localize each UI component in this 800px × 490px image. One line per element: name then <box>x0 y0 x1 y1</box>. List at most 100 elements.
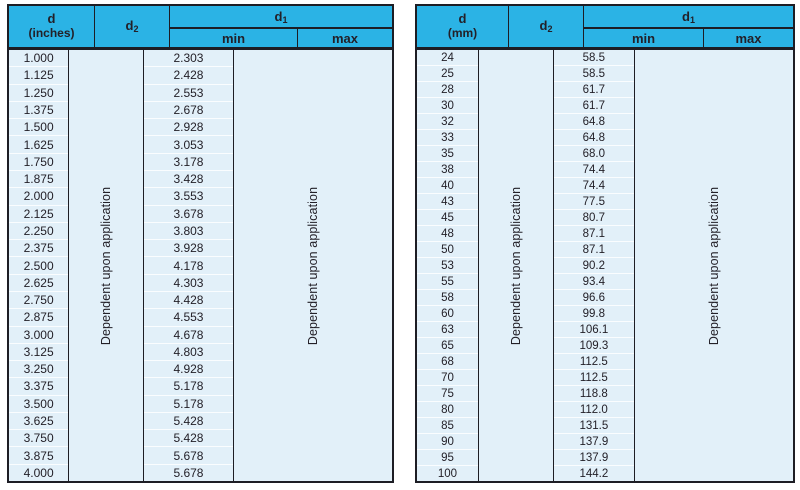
table-cell-d: 63 <box>417 322 478 338</box>
table-cell-d: 100 <box>437 467 458 480</box>
header-d2-label: d2 <box>539 17 553 34</box>
table-cell-d: 48 <box>417 226 478 242</box>
table-cell-min: 2.428 <box>144 67 233 85</box>
header-minmax-row: min max <box>170 29 392 47</box>
table-cell-min: 5.428 <box>144 413 233 431</box>
header-units-label: (inches) <box>28 26 75 41</box>
d2-vertical-text: Dependent upon application <box>508 186 523 345</box>
table-cell-min: 2.678 <box>144 102 233 120</box>
column-d1-max-merged-cell: Dependent upon application <box>234 50 392 481</box>
table-cell-d: 53 <box>417 258 478 274</box>
table-cell-min: 80.7 <box>553 210 634 226</box>
header-min-cell: min <box>170 29 298 47</box>
header-d1-label: d1 <box>584 6 793 29</box>
table-cell-d: 1.250 <box>9 85 69 102</box>
mm-table: d (mm) d2 d1 min max 24 25 28 30 32 33 35 38 40 4… <box>415 4 795 483</box>
table-cell-min: 3.803 <box>144 223 233 241</box>
header-d-inches-cell: d (inches) <box>9 6 95 47</box>
table-cell-d: 1.125 <box>9 67 69 85</box>
header-d-label: d <box>47 11 56 27</box>
header-d2-cell: d2 <box>95 6 170 47</box>
table-cell-d: 1.375 <box>9 102 69 120</box>
table-cell-d: 2.875 <box>9 309 69 327</box>
table-cell-min: 112.5 <box>553 354 634 370</box>
table-cell-min: 4.553 <box>144 309 233 327</box>
header-minmax-row: min max <box>584 29 793 47</box>
table-cell-min: 2.303 <box>144 50 233 68</box>
table-cell-min: 3.678 <box>144 206 233 223</box>
table-cell-d: 33 <box>417 130 478 146</box>
table-cell-d: 24 <box>417 50 478 66</box>
column-d1-max-merged-cell: Dependent upon application <box>635 50 793 481</box>
table-cell-min: 77.5 <box>553 194 634 210</box>
table-cell-d: 3.500 <box>9 396 69 413</box>
table-cell-d: 3.625 <box>9 413 69 431</box>
table-cell-d: 55 <box>417 274 478 290</box>
table-cell-min: 74.4 <box>553 162 634 178</box>
table-cell-min: 109.3 <box>553 338 634 354</box>
table-cell-min: 137.9 <box>553 450 634 466</box>
max-vertical-text: Dependent upon application <box>305 186 320 345</box>
table-cell-d: 2.625 <box>9 275 69 292</box>
table-cell-d: 80 <box>417 402 478 418</box>
table-cell-d: 30 <box>417 98 478 114</box>
table-cell-min: 3.928 <box>144 240 233 258</box>
d2-vertical-text: Dependent upon application <box>99 186 114 345</box>
inches-table-header: d (inches) d2 d1 min max <box>9 6 392 50</box>
header-d-mm-cell: d (mm) <box>417 6 509 47</box>
header-d1-group: d1 min max <box>584 6 793 47</box>
table-cell-min: 4.678 <box>144 327 233 344</box>
table-cell-d: 2.750 <box>9 292 69 310</box>
table-cell-min: 99.8 <box>553 306 634 322</box>
table-cell-d: 1.625 <box>9 136 69 154</box>
table-cell-min: 5.678 <box>173 465 204 480</box>
table-cell-d: 32 <box>417 114 478 130</box>
table-cell-d: 1.000 <box>9 50 69 68</box>
table-cell-min: 118.8 <box>553 386 634 402</box>
table-cell-d: 3.750 <box>9 430 69 448</box>
table-cell-min: 64.8 <box>553 130 634 146</box>
table-cell-d: 1.875 <box>9 171 69 189</box>
table-cell-d: 65 <box>417 338 478 354</box>
column-d-inches: 1.000 1.125 1.250 1.375 1.500 1.625 1.750 1.875… <box>9 50 70 481</box>
table-cell-min: 4.928 <box>144 361 233 379</box>
table-cell-min: 61.7 <box>553 98 634 114</box>
table-cell-min: 5.678 <box>144 447 233 465</box>
column-d1-min: 58.5 58.5 61.7 61.7 64.8 64.8 68.0 74.4 74.4 77.5… <box>553 50 635 481</box>
table-cell-min: 87.1 <box>553 242 634 258</box>
table-cell-d: 28 <box>417 82 478 98</box>
table-cell-min: 2.928 <box>144 119 233 137</box>
header-d1-label: d1 <box>170 6 392 29</box>
table-cell-min: 90.2 <box>553 258 634 274</box>
table-cell-d: 35 <box>417 146 478 162</box>
header-d1-group: d1 min max <box>170 6 392 47</box>
header-units-label: (mm) <box>447 26 478 41</box>
table-cell-min: 3.053 <box>144 136 233 154</box>
table-cell-d: 58 <box>417 290 478 306</box>
header-max-cell: max <box>735 30 762 46</box>
table-cell-min: 4.428 <box>144 292 233 310</box>
inches-table: d (inches) d2 d1 min max 1.000 1.125 1.250… <box>7 4 394 483</box>
table-cell-d: 1.750 <box>9 154 69 171</box>
table-cell-min: 64.8 <box>553 114 634 130</box>
table-cell-min: 61.7 <box>553 82 634 98</box>
column-d-mm: 24 25 28 30 32 33 35 38 40 43 45 48 50 53 55 58 60 63 65 68… <box>417 50 479 481</box>
column-d2-merged-cell: Dependent upon application <box>69 50 145 481</box>
header-d2-label: d2 <box>125 17 139 34</box>
table-cell-min: 3.428 <box>144 171 233 189</box>
table-cell-d: 3.000 <box>9 327 69 344</box>
table-cell-min: 3.553 <box>144 188 233 206</box>
table-cell-min: 58.5 <box>553 66 634 82</box>
table-cell-d: 3.875 <box>9 447 69 465</box>
table-cell-min: 144.2 <box>579 467 609 480</box>
table-cell-d: 2.125 <box>9 206 69 223</box>
table-cell-d: 45 <box>417 210 478 226</box>
table-cell-d: 40 <box>417 178 478 194</box>
table-cell-d: 3.250 <box>9 361 69 379</box>
column-d1-min: 2.303 2.428 2.553 2.678 2.928 3.053 3.178 3.428… <box>144 50 234 481</box>
header-d2-cell: d2 <box>509 6 584 47</box>
header-max-cell: max <box>331 30 359 46</box>
table-cell-d: 75 <box>417 386 478 402</box>
table-cell-d: 2.375 <box>9 240 69 258</box>
